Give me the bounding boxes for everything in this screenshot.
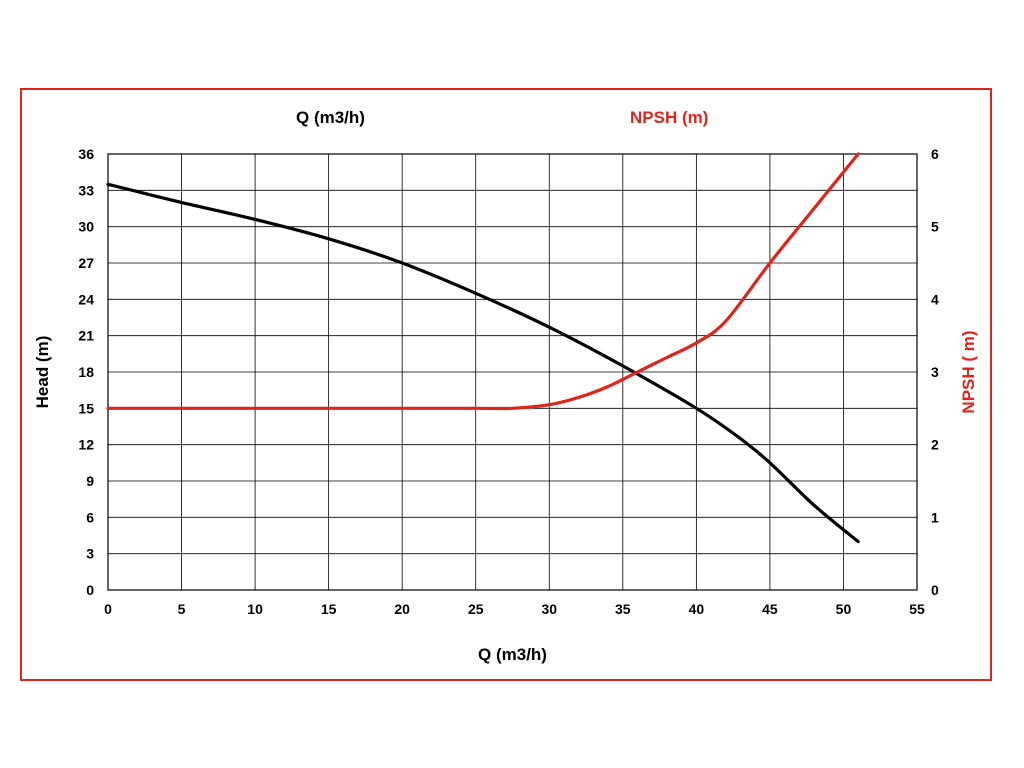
- y-right-tick-label: 0: [931, 582, 939, 598]
- x-tick-label: 55: [909, 601, 925, 617]
- x-tick-label: 30: [541, 601, 557, 617]
- plot-border: [107, 153, 918, 591]
- x-tick-label: 5: [178, 601, 186, 617]
- legend-head-label: Q (m3/h): [296, 108, 365, 127]
- y-right-tick-label: 5: [931, 219, 939, 235]
- y-left-tick-label: 33: [78, 182, 94, 198]
- series-layer: [106, 152, 860, 544]
- y-left-tick-label: 6: [86, 509, 94, 525]
- x-tick-label: 10: [247, 601, 263, 617]
- chart-frame: [20, 88, 992, 681]
- y-left-tick-label: 21: [78, 328, 94, 344]
- x-tick-label: 45: [762, 601, 778, 617]
- y-left-axis-title: Head (m): [33, 336, 52, 409]
- x-tick-label: 0: [104, 601, 112, 617]
- y-right-tick-labels: 0 1 2 3 4 5 6: [931, 146, 939, 598]
- grid-layer: [107, 153, 918, 591]
- y-left-tick-label: 30: [78, 219, 94, 235]
- y-left-tick-label: 24: [78, 291, 94, 307]
- x-tick-label: 50: [836, 601, 852, 617]
- y-right-axis-title: NPSH ( m): [959, 330, 978, 413]
- x-axis-title: Q (m3/h): [478, 645, 547, 664]
- y-left-tick-label: 0: [86, 582, 94, 598]
- y-left-tick-label: 9: [86, 473, 94, 489]
- x-tick-label: 20: [394, 601, 410, 617]
- x-tick-labels: 0 5 10 15 20 25 30 35 40 45 50 55: [104, 601, 925, 617]
- x-tick-label: 40: [689, 601, 705, 617]
- y-right-tick-label: 1: [931, 509, 939, 525]
- y-right-tick-label: 4: [931, 291, 939, 307]
- x-tick-label: 15: [321, 601, 337, 617]
- y-left-tick-label: 27: [78, 255, 94, 271]
- x-tick-label: 25: [468, 601, 484, 617]
- series-line-npsh: [106, 152, 860, 411]
- y-right-tick-label: 2: [931, 437, 939, 453]
- legend-npsh-label: NPSH (m): [630, 108, 709, 127]
- x-tick-label: 35: [615, 601, 631, 617]
- y-left-tick-label: 18: [78, 364, 94, 380]
- y-left-tick-label: 15: [78, 400, 94, 416]
- y-right-tick-label: 6: [931, 146, 939, 162]
- y-left-tick-label: 3: [86, 546, 94, 562]
- y-right-tick-label: 3: [931, 364, 939, 380]
- y-left-tick-label: 36: [78, 146, 94, 162]
- y-left-tick-label: 12: [78, 437, 94, 453]
- series-line-head: [106, 182, 860, 544]
